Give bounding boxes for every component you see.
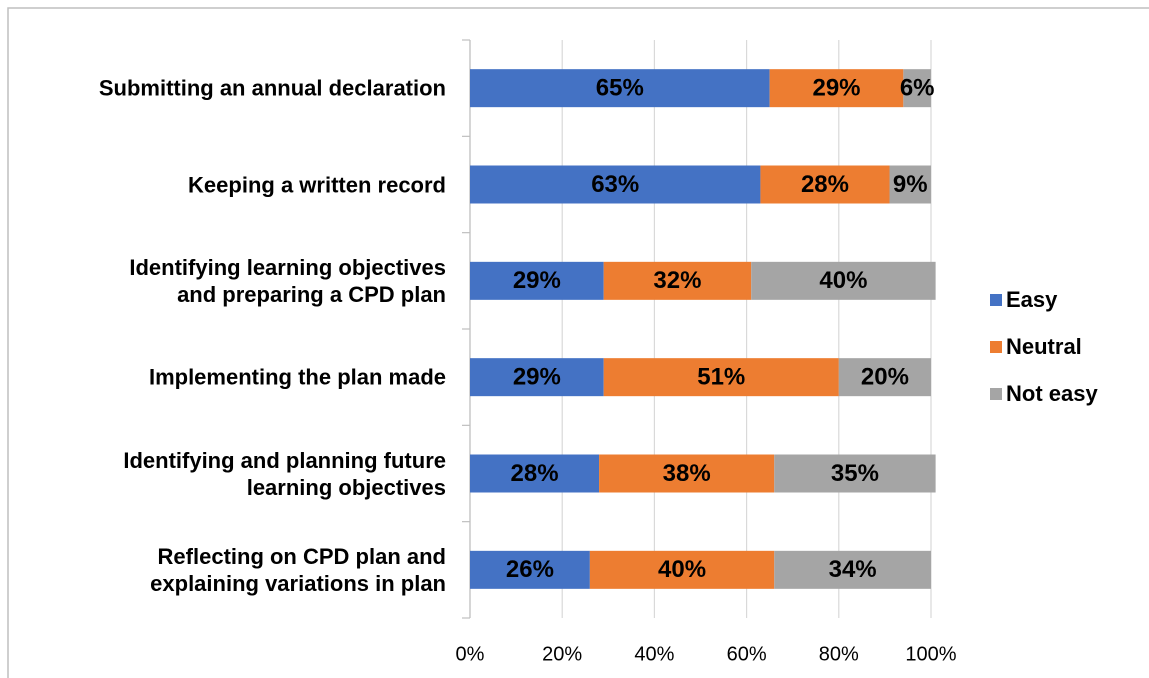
- value-label: 40%: [819, 267, 867, 294]
- value-label: 20%: [861, 364, 909, 391]
- bar-segment: [603, 358, 839, 397]
- legend-label: Easy: [1006, 287, 1058, 312]
- value-label: 38%: [663, 460, 711, 487]
- legend-label: Not easy: [1006, 381, 1098, 406]
- category-label: Reflecting on CPD plan and explaining va…: [150, 543, 446, 596]
- bar-segment: [470, 261, 604, 300]
- value-label: 51%: [697, 364, 745, 391]
- legend-swatch: [990, 388, 1002, 400]
- bar-segment: [470, 358, 604, 397]
- bar-segment: [760, 165, 890, 204]
- bar-segment: [838, 358, 931, 397]
- value-label: 63%: [591, 171, 639, 198]
- bar-segment: [903, 69, 931, 108]
- x-tick-label: 0%: [456, 643, 485, 665]
- value-label: 35%: [831, 460, 879, 487]
- value-label: 40%: [658, 556, 706, 583]
- value-label: 26%: [506, 556, 554, 583]
- category-label: Identifying learning objectives and prep…: [129, 254, 446, 307]
- bar-segment: [470, 550, 590, 589]
- bar-segment: [889, 165, 931, 204]
- bar-segment: [589, 550, 775, 589]
- value-label: 65%: [596, 75, 644, 102]
- bar-segment: [751, 261, 936, 300]
- value-label: 28%: [801, 171, 849, 198]
- x-tick-label: 40%: [634, 643, 674, 665]
- bar-segment: [603, 261, 752, 300]
- x-tick-label: 80%: [819, 643, 859, 665]
- bar-segment: [470, 165, 761, 204]
- category-label: Identifying and planning future learning…: [123, 447, 446, 500]
- value-label: 9%: [893, 171, 928, 198]
- bar-segment: [599, 454, 775, 493]
- chart-border: [7, 7, 1149, 678]
- x-tick-label: 60%: [727, 643, 767, 665]
- category-label: Implementing the plan made: [148, 364, 446, 390]
- bar-segment: [769, 69, 904, 108]
- value-label: 29%: [812, 75, 860, 102]
- value-label: 29%: [513, 364, 561, 391]
- value-label: 29%: [513, 267, 561, 294]
- value-label: 6%: [900, 75, 935, 102]
- bar-segment: [470, 69, 770, 108]
- x-tick-label: 20%: [542, 643, 582, 665]
- category-label: Keeping a written record: [188, 172, 446, 197]
- bar-segment: [470, 454, 600, 493]
- bar-segment: [774, 454, 936, 493]
- value-label: 28%: [511, 460, 559, 487]
- value-label: 32%: [653, 267, 701, 294]
- x-tick-label: 100%: [905, 643, 956, 665]
- bar-segment: [774, 550, 931, 589]
- legend-label: Neutral: [1006, 334, 1082, 359]
- legend-swatch: [990, 294, 1002, 306]
- category-label: Submitting an annual declaration: [98, 75, 446, 101]
- value-label: 34%: [829, 556, 877, 583]
- legend-swatch: [990, 341, 1002, 353]
